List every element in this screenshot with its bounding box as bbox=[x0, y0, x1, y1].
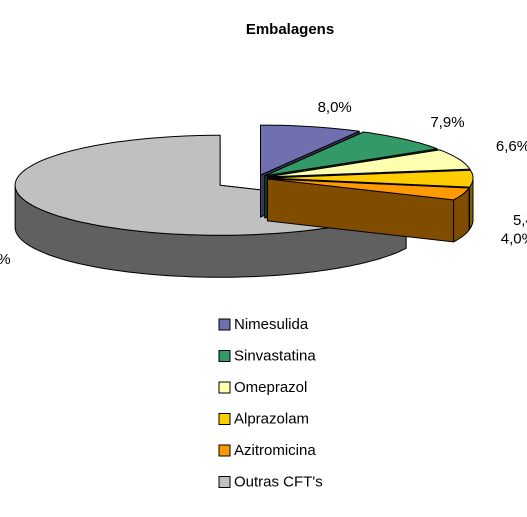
legend-label: Sinvastatina bbox=[234, 347, 316, 364]
slice-top bbox=[264, 131, 438, 177]
legend-label: Outras CFT's bbox=[234, 473, 323, 490]
data-label: 4,0% bbox=[501, 230, 527, 247]
chart-title: Embalagens bbox=[246, 21, 334, 38]
legend-swatch bbox=[218, 318, 231, 331]
legend-swatch bbox=[218, 476, 231, 488]
pie-slice bbox=[267, 178, 470, 243]
legend-swatch bbox=[218, 381, 231, 394]
legend-label: Omeprazol bbox=[234, 379, 307, 396]
slice-top bbox=[267, 178, 470, 201]
data-label: 6,6% bbox=[496, 138, 527, 155]
slice-top bbox=[267, 169, 474, 188]
data-label: 8,0% bbox=[318, 99, 352, 116]
legend-swatch bbox=[218, 350, 231, 362]
data-label: 68,1% bbox=[0, 251, 11, 268]
legend-label: Azitromicina bbox=[234, 442, 316, 459]
data-label: 5,4% bbox=[513, 212, 527, 229]
legend-label: Alprazolam bbox=[234, 410, 309, 427]
legend-swatch bbox=[218, 444, 231, 457]
data-label: 7,9% bbox=[430, 114, 464, 131]
slice-top bbox=[260, 124, 360, 176]
legend-swatch bbox=[218, 413, 231, 425]
legend-label: Nimesulida bbox=[234, 316, 309, 333]
slice-top bbox=[266, 149, 471, 178]
